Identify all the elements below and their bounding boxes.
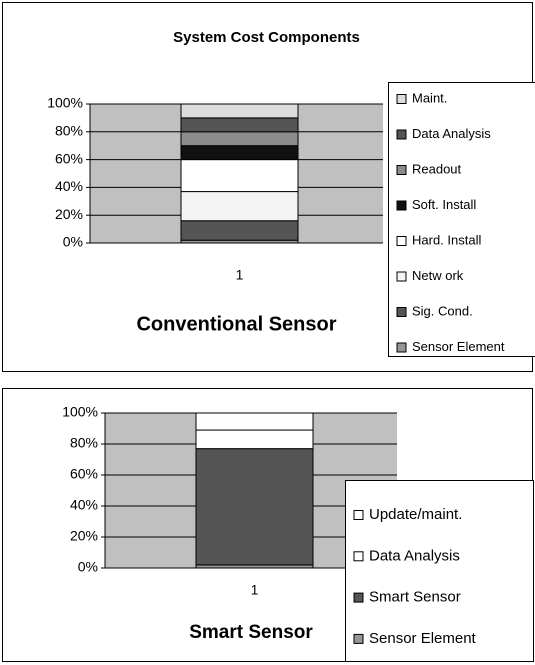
legend-swatch (396, 307, 407, 317)
legend-label: Data Analysis (369, 547, 460, 564)
y-tick-label: 80% (55, 123, 83, 139)
y-tick-label: 20% (70, 528, 98, 544)
y-tick-label: 60% (70, 466, 98, 482)
x-tick-label: 1 (251, 582, 259, 598)
legend-swatch (396, 165, 407, 175)
chart-title: System Cost Components (173, 29, 360, 46)
bar-segment (195, 448, 314, 566)
legend-swatch (396, 236, 407, 246)
bar-segment (180, 117, 299, 133)
legend-label: Soft. Install (412, 197, 476, 212)
bar-segment (180, 159, 299, 193)
y-tick-label: 60% (55, 150, 83, 166)
legend-label: Sensor Element (369, 630, 477, 647)
legend (388, 82, 535, 357)
legend-swatch (396, 342, 407, 353)
x-axis-label: Conventional Sensor (136, 313, 336, 335)
bar-segment (195, 412, 314, 431)
legend-label: Smart Sensor (369, 589, 461, 606)
bar-segment (180, 131, 299, 147)
y-tick-label: 0% (78, 559, 98, 575)
legend-swatch (396, 200, 407, 211)
bar-segment (195, 429, 314, 450)
legend-swatch (396, 129, 407, 140)
x-axis-label: Smart Sensor (189, 622, 313, 643)
y-tick-label: 40% (55, 178, 83, 194)
bar-segment (180, 145, 299, 161)
legend-label: Hard. Install (412, 232, 481, 247)
legend-label: Update/maint. (369, 506, 462, 523)
legend-swatch (353, 633, 364, 644)
bar-segment (180, 220, 299, 241)
y-tick-label: 20% (55, 206, 83, 222)
legend-swatch (353, 592, 364, 603)
bar-segment (180, 191, 299, 222)
y-tick-label: 100% (62, 404, 98, 420)
bar-segment (180, 103, 299, 119)
legend-swatch (396, 94, 407, 104)
legend-label: Data Analysis (412, 126, 491, 141)
legend-label: Readout (412, 161, 462, 176)
y-tick-label: 0% (63, 234, 83, 250)
y-tick-label: 100% (47, 95, 83, 111)
legend (345, 480, 534, 662)
legend-label: Sensor Element (412, 339, 505, 354)
y-tick-label: 40% (70, 497, 98, 513)
legend-label: Sig. Cond. (412, 303, 473, 318)
x-tick-label: 1 (236, 267, 244, 283)
legend-swatch (353, 510, 364, 520)
legend-swatch (353, 551, 364, 562)
legend-swatch (396, 271, 407, 282)
legend-label: Netw ork (412, 268, 464, 283)
legend-label: Maint. (412, 90, 447, 105)
y-tick-label: 80% (70, 435, 98, 451)
